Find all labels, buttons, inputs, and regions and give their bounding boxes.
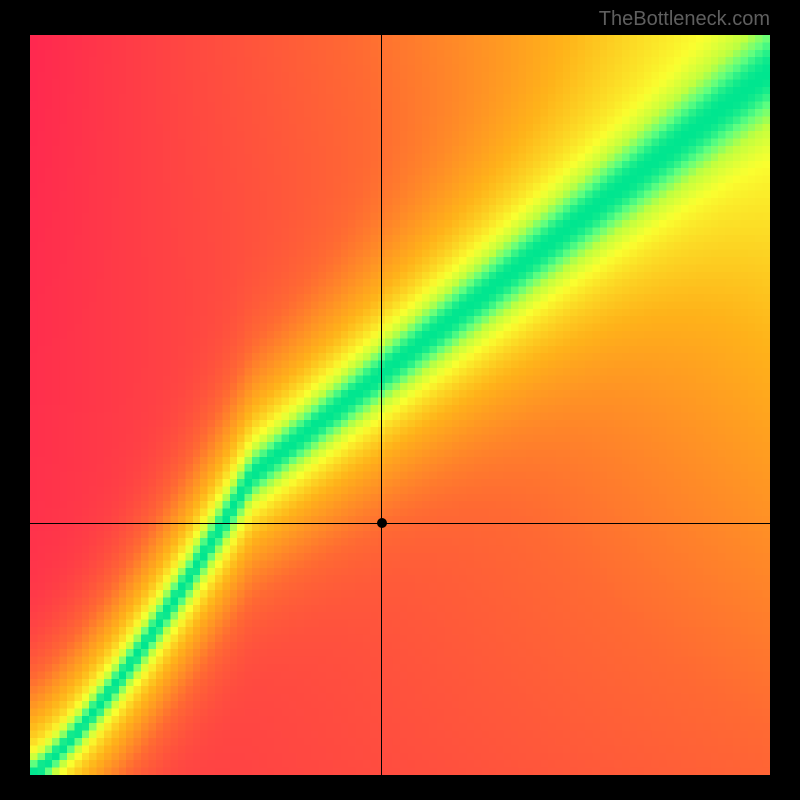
crosshair-horizontal (30, 523, 770, 524)
heatmap-plot (30, 35, 770, 775)
chart-container: TheBottleneck.com (0, 0, 800, 800)
crosshair-marker (377, 518, 387, 528)
watermark-text: TheBottleneck.com (599, 8, 770, 31)
crosshair-vertical (381, 35, 382, 775)
